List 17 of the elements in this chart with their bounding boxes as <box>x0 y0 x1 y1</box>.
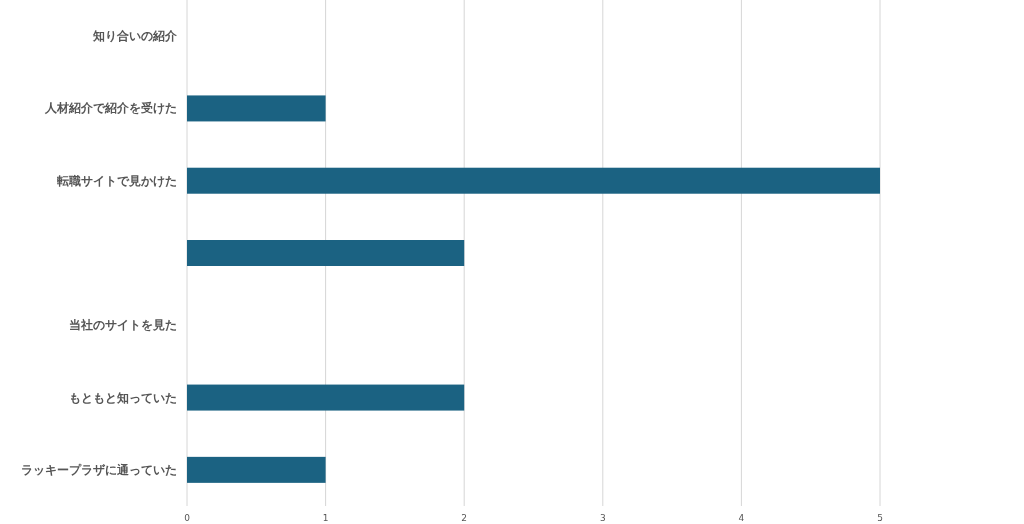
x-tick-label: 5 <box>877 513 883 523</box>
x-tick-label: 2 <box>461 513 468 523</box>
y-tick-label: 転職サイトで見かけた <box>57 173 177 188</box>
bar <box>187 384 465 411</box>
y-tick-label: 知り合いの紹介 <box>92 29 178 44</box>
x-tick-label: 1 <box>322 513 329 523</box>
x-tick-label: 4 <box>738 513 745 523</box>
y-tick-label: 人材紹介で紹介を受けた <box>44 101 177 116</box>
bar <box>187 240 465 266</box>
bar <box>187 95 326 122</box>
bar <box>187 456 326 483</box>
bar <box>187 167 880 194</box>
y-tick-label: もともと知っていた <box>69 390 177 405</box>
y-tick-label: 当社のサイトを見た <box>69 318 177 333</box>
x-tick-label: 0 <box>184 513 191 523</box>
x-tick-label: 3 <box>599 513 606 523</box>
y-tick-label: ラッキープラザに通っていた <box>21 462 177 477</box>
